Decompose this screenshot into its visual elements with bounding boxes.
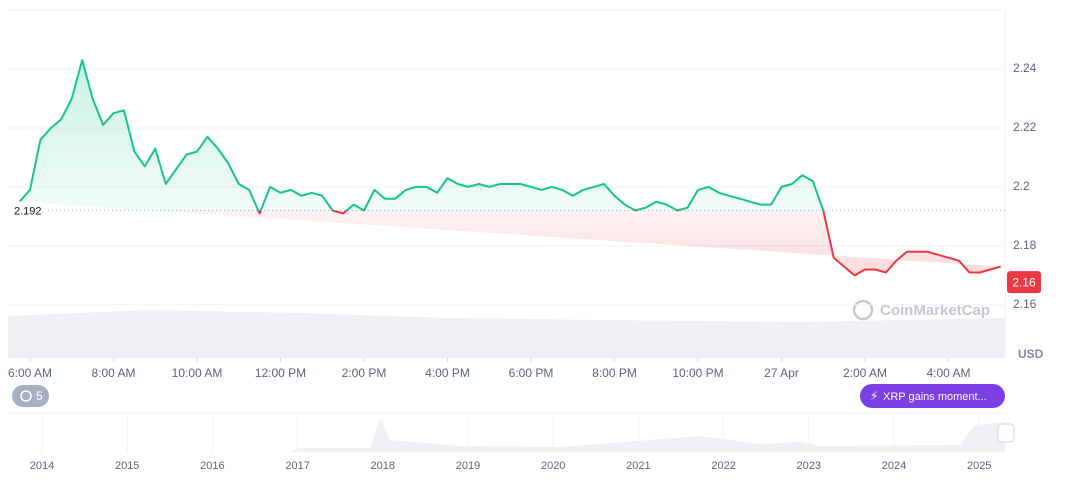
navigator-year: 2024 [882,460,906,472]
y-tick-label: 2.2 [1013,179,1030,193]
baseline-label: 2.192 [14,205,42,217]
x-tick-label: 27 Apr [764,366,799,380]
y-unit: USD [1018,347,1044,361]
x-tick-label: 10:00 PM [672,366,723,380]
event-count: 5 [36,389,43,403]
x-tick-label: 12:00 PM [255,366,306,380]
x-tick-label: 2:00 AM [843,366,887,380]
y-tick-label: 2.22 [1013,120,1037,134]
news-pill[interactable] [860,384,1005,408]
navigator-year: 2014 [30,460,54,472]
news-text: XRP gains moment... [883,391,987,403]
baseline-tag [8,201,48,220]
navigator-year: 2023 [797,460,821,472]
navigator-year: 2016 [200,460,224,472]
navigator-handle[interactable] [997,423,1015,443]
navigator-area [8,418,1005,452]
y-tick-label: 2.18 [1013,238,1037,252]
navigator-year: 2021 [626,460,650,472]
price-line [18,59,1001,277]
x-tick-label: 8:00 PM [592,366,637,380]
navigator-year: 2017 [285,460,309,472]
navigator-year: 2020 [541,460,565,472]
area-fill [19,60,1001,276]
event-icon [20,390,32,402]
navigator-year: 2015 [115,460,139,472]
navigator-year: 2022 [711,460,735,472]
x-tick-label: 10:00 AM [172,366,223,380]
y-tick-label: 2.16 [1013,297,1037,311]
watermark-logo [852,299,874,321]
volume-bars [8,310,1005,358]
x-tick-label: 4:00 AM [926,366,970,380]
watermark-group: CoinMarketCap [852,299,990,321]
x-tick-label: 4:00 PM [425,366,470,380]
x-tick-label: 2:00 PM [342,366,387,380]
watermark: CoinMarketCap [880,302,990,319]
navigator-years: 2014 2015 2016 2017 2018 2019 2020 2021 2022 2023… [30,413,991,472]
price-tag-label: 2.16 [1012,275,1036,289]
y-tick-label: 2.24 [1013,61,1037,75]
x-tick-label: 8:00 AM [91,366,135,380]
navigator-year: 2018 [371,460,395,472]
navigator-year: 2019 [456,460,480,472]
navigator-year: 2025 [967,460,991,472]
news-icon: ⚡ [870,389,878,403]
volume-area [8,310,1005,358]
x-tick-label: 6:00 AM [8,366,52,380]
price-tag [1007,271,1041,294]
x-tick-label: 6:00 PM [509,366,554,380]
